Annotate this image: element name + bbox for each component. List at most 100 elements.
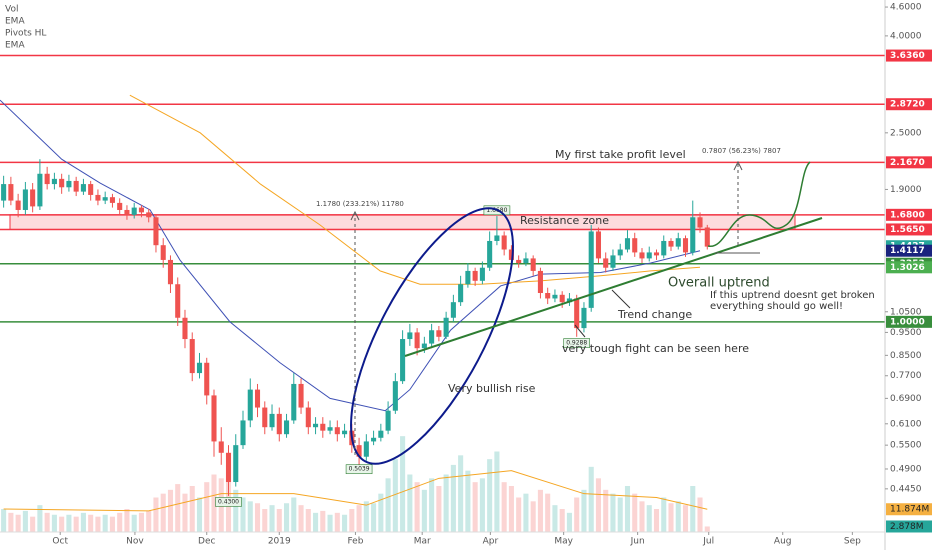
volume-bar <box>276 509 282 532</box>
candle-body <box>661 240 667 256</box>
candle-body <box>37 173 43 207</box>
x-tick-label: Aug <box>774 537 792 547</box>
volume-bar <box>661 497 667 532</box>
volume-bar <box>516 497 522 532</box>
candle-body <box>320 423 326 431</box>
candle-body <box>559 294 565 303</box>
volume-bar <box>494 451 500 532</box>
volume-bar <box>262 509 268 532</box>
candle-body <box>124 209 130 215</box>
y-tick-label: 0.9500 <box>890 328 922 338</box>
volume-bar <box>211 474 217 532</box>
annotation: Resistance zone <box>520 214 609 227</box>
volume-bar <box>22 510 28 532</box>
candle-body <box>1 184 7 201</box>
candle-body <box>167 259 174 285</box>
candle-body <box>479 267 485 281</box>
volume-bar <box>196 497 203 532</box>
volume-bar <box>436 486 442 532</box>
measure-label: 1.1780 (233.21%) 11780 <box>316 200 404 208</box>
volume-bar <box>182 493 188 532</box>
volume-bar <box>617 497 623 532</box>
annotation: everything should go well! <box>710 301 843 312</box>
candle-body <box>313 423 319 428</box>
volume-bar <box>697 497 703 532</box>
candle-body <box>530 258 536 271</box>
volume-bar <box>349 509 355 532</box>
volume-bar <box>15 514 21 532</box>
candle-body <box>421 343 427 349</box>
volume-bar <box>291 497 297 532</box>
candle-body <box>283 420 290 435</box>
candle-body <box>682 238 689 253</box>
volume-tag-label: 11.874M <box>890 505 929 515</box>
volume-bar <box>30 516 36 532</box>
volume-bar <box>175 484 181 532</box>
volume-bar <box>530 501 536 532</box>
candle-body <box>218 441 224 453</box>
y-tick-label: 0.8500 <box>890 351 922 361</box>
candle-body <box>138 207 144 213</box>
price-tag-label: 1.0000 <box>890 317 925 327</box>
volume-bar <box>479 478 485 532</box>
candle-body <box>153 217 159 246</box>
candle-body <box>298 383 304 408</box>
volume-bar <box>247 501 253 532</box>
annotation: Very bullish rise <box>448 382 536 395</box>
y-tick-label: 4.0000 <box>890 31 922 41</box>
ellipse <box>350 207 514 465</box>
annotation: Overall uptrend <box>668 276 770 291</box>
candle-body <box>429 330 435 344</box>
volume-bar <box>704 526 710 532</box>
annotation: very tough fight can be seen here <box>562 342 749 355</box>
candle-body <box>523 258 529 264</box>
volume-bar <box>443 474 449 532</box>
volume-bar <box>371 503 377 532</box>
candle-body <box>225 452 232 483</box>
candle-body <box>443 317 449 337</box>
legend-item: EMA <box>5 17 25 27</box>
price-tag-label: 2.1670 <box>890 158 925 168</box>
candle-body <box>88 184 94 195</box>
candle-body <box>363 441 369 457</box>
volume-bar <box>1 509 7 532</box>
pivot-label: 0.9288 <box>566 340 587 347</box>
volume-bar <box>508 486 514 532</box>
volume-bar <box>523 493 529 532</box>
legend-item: Pivots HL <box>5 29 46 39</box>
volume-bar <box>153 497 159 532</box>
candle-body <box>327 427 333 431</box>
candle-body <box>610 255 616 268</box>
ema-line <box>0 99 701 412</box>
x-tick-label: Mar <box>414 537 431 547</box>
volume-bar <box>334 512 340 532</box>
candle-body <box>204 362 210 396</box>
y-tick-label: 0.4900 <box>890 464 922 474</box>
price-tag <box>886 315 932 328</box>
candle-body <box>552 294 558 299</box>
volume-bar <box>632 493 638 532</box>
volume-bar <box>653 509 660 532</box>
arrow <box>350 210 360 221</box>
volume-bar <box>588 466 594 532</box>
volume-bar <box>80 512 86 532</box>
candle-body <box>675 238 681 247</box>
volume-bar <box>385 478 391 532</box>
candle-body <box>189 339 195 374</box>
price-tag-label: 1.3026 <box>890 263 925 273</box>
candle-body <box>450 302 456 318</box>
volume-bar <box>682 505 689 532</box>
candle-body <box>196 362 203 374</box>
candle-body <box>595 231 602 259</box>
x-tick-label: Dec <box>198 537 215 547</box>
candle-body <box>639 252 645 259</box>
volume-bar <box>472 482 478 532</box>
arrow <box>574 324 586 338</box>
candle-body <box>73 180 79 192</box>
volume-bar <box>465 470 471 532</box>
candle-body <box>581 307 587 329</box>
candle-body <box>385 410 391 431</box>
volume-bar <box>624 486 631 532</box>
volume-tag <box>886 520 932 533</box>
candle-body <box>182 317 188 340</box>
